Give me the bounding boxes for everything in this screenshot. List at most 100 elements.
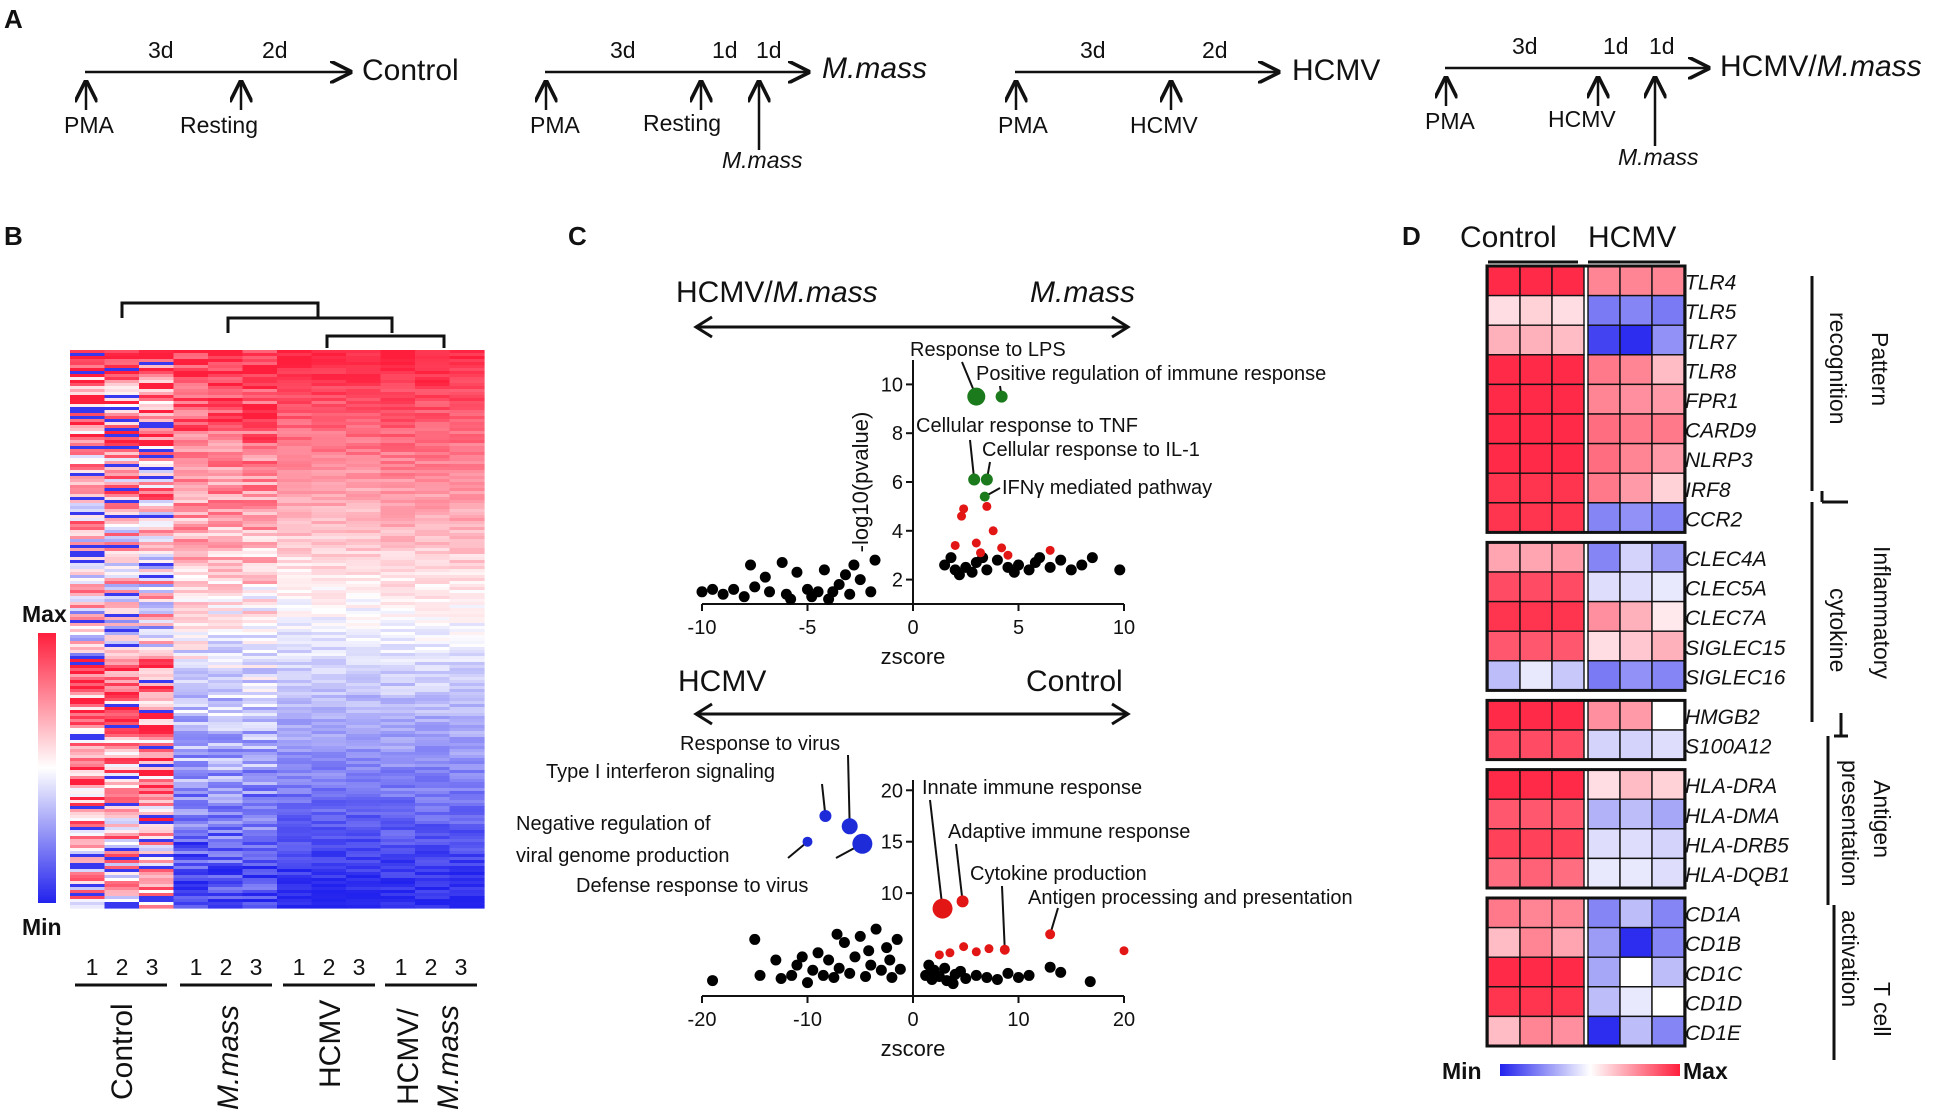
heatmap-b-cell bbox=[380, 707, 416, 711]
heatmap-b-cell bbox=[139, 749, 175, 753]
heatmap-b-cell bbox=[104, 374, 140, 378]
heatmap-b-cell bbox=[380, 581, 416, 585]
heatmap-b-cell bbox=[415, 410, 451, 414]
heatmap-b-cell bbox=[346, 881, 382, 885]
heatmap-b-cell bbox=[208, 350, 244, 354]
heatmap-b-cell bbox=[449, 674, 485, 678]
heatmap-b-cell bbox=[346, 401, 382, 405]
heatmap-b-cell bbox=[173, 557, 209, 561]
data-point bbox=[818, 564, 830, 576]
data-point bbox=[749, 933, 761, 945]
heatmap-b-cell bbox=[70, 416, 106, 420]
heatmap-b-cell bbox=[346, 701, 382, 705]
gene-label: TLR7 bbox=[1685, 331, 1738, 354]
heatmap-b-cell bbox=[139, 836, 175, 840]
heatmap-b-cell bbox=[346, 479, 382, 483]
heatmap-b-cell bbox=[173, 821, 209, 825]
heatmap-b-cell bbox=[208, 521, 244, 525]
heatmap-b-cell bbox=[380, 464, 416, 468]
heatmap-b-cell bbox=[242, 899, 278, 903]
heatmap-b-cell bbox=[70, 686, 106, 690]
heatmap-b-cell bbox=[70, 647, 106, 651]
heatmap-b-cell bbox=[104, 377, 140, 381]
heatmap-b-cell bbox=[104, 665, 140, 669]
heatmap-d-cell bbox=[1651, 502, 1685, 534]
heatmap-b-cell bbox=[311, 680, 347, 684]
heatmap-b-cell bbox=[415, 647, 451, 651]
heatmap-b-cell bbox=[449, 578, 485, 582]
heatmap-b-cell bbox=[208, 743, 244, 747]
heatmap-b-cell bbox=[415, 434, 451, 438]
heatmap-b-cell bbox=[173, 893, 209, 897]
heatmap-b-cell bbox=[242, 761, 278, 765]
annotation-leader bbox=[847, 754, 851, 827]
heatmap-b-cell bbox=[139, 716, 175, 720]
heatmap-b-cell bbox=[449, 371, 485, 375]
heatmap-b-cell bbox=[277, 428, 313, 432]
heatmap-b-cell bbox=[380, 647, 416, 651]
heatmap-b-cell bbox=[277, 398, 313, 402]
heatmap-b-cell bbox=[380, 626, 416, 630]
heatmap-b-cell bbox=[449, 692, 485, 696]
heatmap-b-cell bbox=[277, 452, 313, 456]
heatmap-b-cell bbox=[173, 683, 209, 687]
heatmap-b-cell bbox=[380, 497, 416, 501]
event-label: Resting bbox=[180, 112, 258, 138]
heatmap-b-cell bbox=[415, 614, 451, 618]
heatmap-b-cell bbox=[277, 836, 313, 840]
y-axis-title: -log10(pvalue) bbox=[848, 412, 873, 553]
heatmap-b-cell bbox=[139, 698, 175, 702]
heatmap-b-cell bbox=[139, 407, 175, 411]
heatmap-b-cell bbox=[70, 812, 106, 816]
heatmap-b-cell bbox=[139, 359, 175, 363]
heatmap-b-cell bbox=[70, 449, 106, 453]
heatmap-d-cell bbox=[1587, 294, 1621, 326]
heatmap-b-cell bbox=[104, 836, 140, 840]
heatmap-b-cell bbox=[70, 362, 106, 366]
heatmap-b-cell bbox=[449, 476, 485, 480]
heatmap-b-cell bbox=[415, 869, 451, 873]
heatmap-b-cell bbox=[277, 515, 313, 519]
heatmap-b-cell bbox=[70, 431, 106, 435]
heatmap-b-cell bbox=[208, 611, 244, 615]
heatmap-b-cell bbox=[415, 560, 451, 564]
heatmap-b-cell bbox=[70, 809, 106, 813]
heatmap-b-cell bbox=[208, 848, 244, 852]
heatmap-b-cell bbox=[311, 632, 347, 636]
heatmap-b-cell bbox=[139, 380, 175, 384]
heatmap-b-cell bbox=[139, 692, 175, 696]
heatmap-b-cell bbox=[104, 569, 140, 573]
heatmap-b-cell bbox=[449, 380, 485, 384]
heatmap-b-cell bbox=[415, 533, 451, 537]
heatmap-b-cell bbox=[415, 623, 451, 627]
heatmap-b-cell bbox=[311, 449, 347, 453]
heatmap-b-cell bbox=[139, 431, 175, 435]
data-point bbox=[854, 930, 866, 942]
heatmap-b-cell bbox=[70, 722, 106, 726]
heatmap-b-cell bbox=[173, 611, 209, 615]
heatmap-b-cell bbox=[139, 626, 175, 630]
heatmap-b-cell bbox=[104, 362, 140, 366]
data-point bbox=[1055, 966, 1067, 978]
heatmap-b-cell bbox=[415, 464, 451, 468]
heatmap-b-cell bbox=[104, 584, 140, 588]
heatmap-b-cell bbox=[242, 875, 278, 879]
heatmap-b-cell bbox=[104, 647, 140, 651]
heatmap-b-cell bbox=[380, 815, 416, 819]
heatmap-d-cell bbox=[1487, 986, 1521, 1018]
gene-block-border bbox=[1485, 264, 1687, 534]
heatmap-b-cell bbox=[70, 404, 106, 408]
c1-left-italic: M.mass bbox=[773, 276, 878, 309]
heatmap-b-cell bbox=[139, 425, 175, 429]
replicate-label: 1 bbox=[86, 954, 99, 980]
heatmap-b-cell bbox=[242, 533, 278, 537]
heatmap-b-cell bbox=[380, 734, 416, 738]
heatmap-b-cell bbox=[70, 599, 106, 603]
heatmap-b-cell bbox=[242, 512, 278, 516]
heatmap-b-cell bbox=[104, 662, 140, 666]
heatmap-b-cell bbox=[277, 779, 313, 783]
heatmap-b-cell bbox=[311, 356, 347, 360]
replicate-label: 1 bbox=[190, 954, 203, 980]
heatmap-b-cell bbox=[380, 680, 416, 684]
enriched-term-point bbox=[1045, 929, 1056, 940]
